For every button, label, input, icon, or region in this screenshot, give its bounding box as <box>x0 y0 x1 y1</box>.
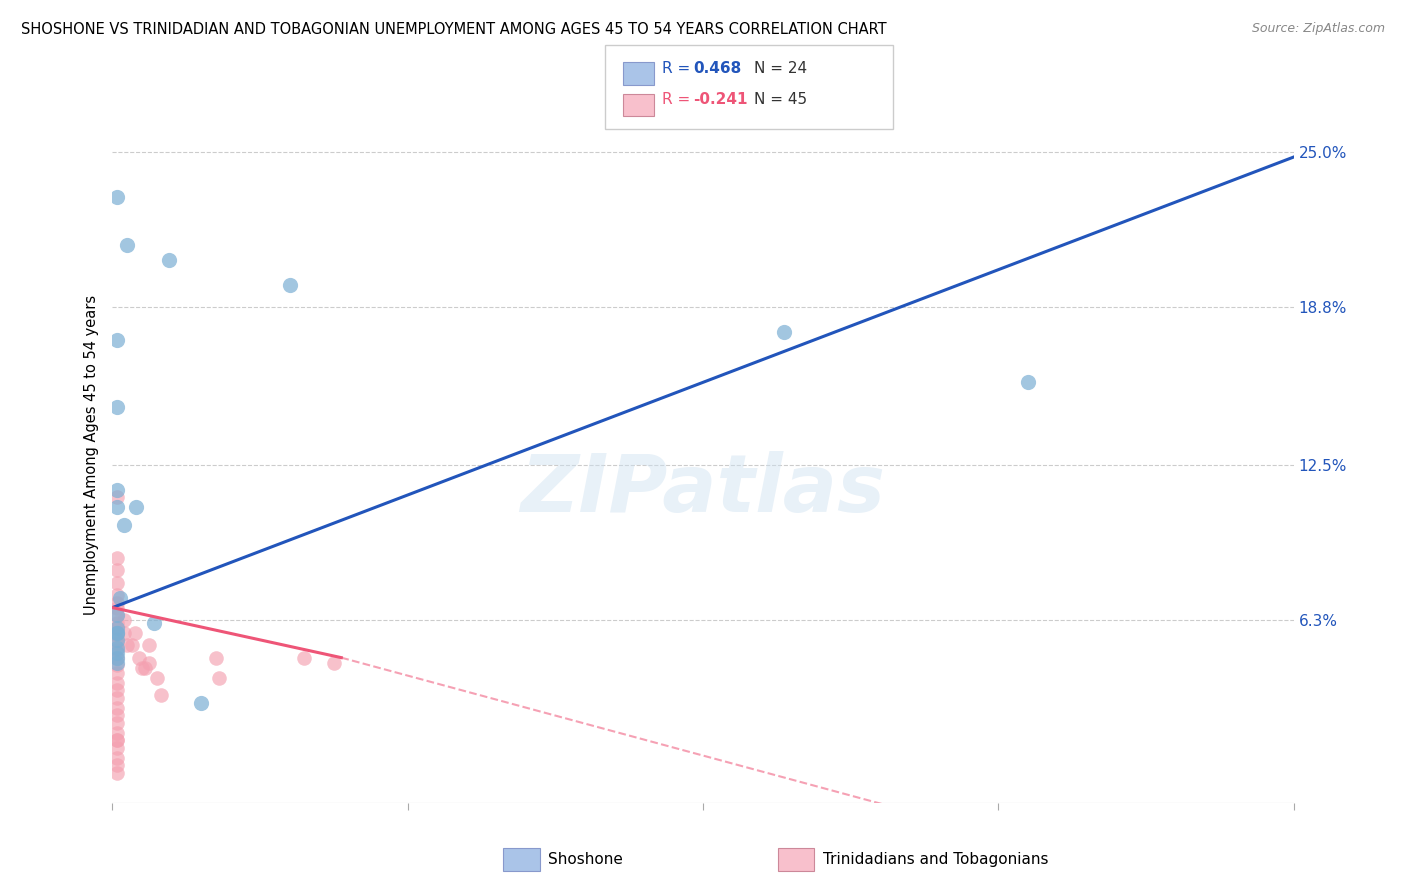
Point <box>105 596 128 610</box>
Point <box>105 608 128 623</box>
Point <box>105 750 128 764</box>
Point <box>105 588 128 602</box>
Point <box>105 491 128 505</box>
Point <box>138 638 160 652</box>
Text: R =: R = <box>662 93 696 107</box>
Point <box>323 656 346 670</box>
Point <box>105 740 128 755</box>
Point <box>105 621 128 635</box>
Point <box>112 613 135 627</box>
Point <box>105 725 128 739</box>
Point <box>105 708 128 723</box>
Point <box>105 500 128 515</box>
Point <box>105 650 128 665</box>
Point <box>278 277 301 292</box>
Point <box>105 700 128 714</box>
Point <box>105 628 128 642</box>
Point <box>105 690 128 705</box>
Point <box>292 650 315 665</box>
Text: Shoshone: Shoshone <box>548 853 623 867</box>
Text: Source: ZipAtlas.com: Source: ZipAtlas.com <box>1251 22 1385 36</box>
Point <box>128 650 150 665</box>
Point <box>108 591 131 605</box>
Point <box>138 656 160 670</box>
Point <box>105 633 128 648</box>
Point <box>121 638 143 652</box>
Point <box>105 625 128 640</box>
Text: Trinidadians and Tobagonians: Trinidadians and Tobagonians <box>823 853 1047 867</box>
Point <box>105 658 128 673</box>
Point <box>157 252 180 267</box>
Point <box>208 671 231 685</box>
Point <box>105 643 128 657</box>
Point <box>105 650 128 665</box>
Text: -0.241: -0.241 <box>693 93 748 107</box>
Point <box>112 518 135 533</box>
Text: 0.468: 0.468 <box>693 62 741 76</box>
Text: R =: R = <box>662 62 696 76</box>
Point <box>105 625 128 640</box>
Point <box>150 688 173 702</box>
Point <box>105 656 128 670</box>
Point <box>105 621 128 635</box>
Point <box>105 733 128 747</box>
Point <box>105 683 128 698</box>
Point <box>105 765 128 780</box>
Point <box>1017 376 1039 390</box>
Point <box>142 615 165 630</box>
Point <box>105 615 128 630</box>
Point <box>105 600 128 615</box>
Point <box>105 483 128 497</box>
Point <box>105 608 128 623</box>
Point <box>105 190 128 204</box>
Point <box>125 500 148 515</box>
Point <box>112 625 135 640</box>
Point <box>105 675 128 690</box>
Point <box>124 625 146 640</box>
Point <box>105 758 128 772</box>
Point <box>105 635 128 649</box>
Point <box>773 326 796 340</box>
Point <box>134 660 156 674</box>
Point <box>105 563 128 577</box>
Point <box>105 333 128 347</box>
Point <box>117 237 138 252</box>
Point <box>105 733 128 747</box>
Point <box>105 646 128 660</box>
Point <box>205 650 228 665</box>
Y-axis label: Unemployment Among Ages 45 to 54 years: Unemployment Among Ages 45 to 54 years <box>83 295 98 615</box>
Point <box>131 660 153 674</box>
Point <box>117 638 138 652</box>
Text: N = 24: N = 24 <box>754 62 807 76</box>
Point <box>105 715 128 730</box>
Text: SHOSHONE VS TRINIDADIAN AND TOBAGONIAN UNEMPLOYMENT AMONG AGES 45 TO 54 YEARS CO: SHOSHONE VS TRINIDADIAN AND TOBAGONIAN U… <box>21 22 887 37</box>
Point <box>105 640 128 655</box>
Point <box>146 671 169 685</box>
Point <box>105 665 128 680</box>
Point <box>190 696 212 710</box>
Text: N = 45: N = 45 <box>754 93 807 107</box>
Text: ZIPatlas: ZIPatlas <box>520 450 886 529</box>
Point <box>105 575 128 590</box>
Point <box>105 550 128 565</box>
Point <box>105 401 128 415</box>
